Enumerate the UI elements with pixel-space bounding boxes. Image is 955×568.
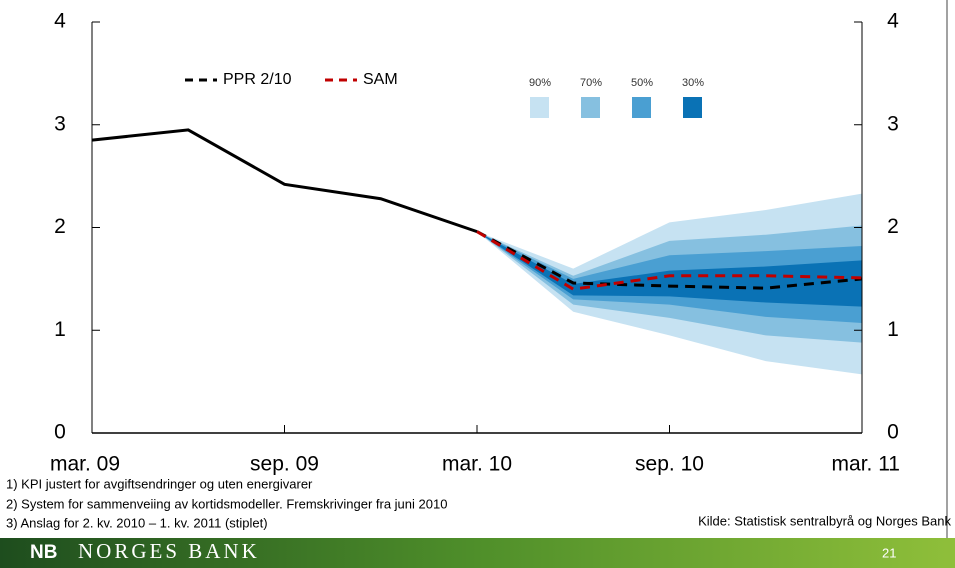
band-legend-swatch [530,97,549,118]
legend-label: SAM [363,71,398,88]
y-tick-label: 0 [54,421,66,444]
series-line [476,230,863,291]
band-legend-swatch [581,97,600,118]
y2-tick-label: 0 [887,421,899,444]
page-number: 21 [882,545,896,560]
band-legend-swatch [632,97,651,118]
x-tick-label: mar. 10 [442,453,512,476]
y2-tick-label: 4 [887,10,899,33]
y2-tick-label: 3 [887,112,899,135]
band-legend-label: 90% [529,77,551,89]
series-line [476,230,863,290]
y2-tick-label: 2 [887,215,899,238]
band-legend-label: 50% [631,77,653,89]
x-tick-label: sep. 10 [635,453,704,476]
footnote: 2) System for sammenveiing av kortidsmod… [6,496,447,511]
legend-label: PPR 2/10 [223,71,292,88]
source: Kilde: Statistisk sentralbyrå og Norges … [698,513,951,528]
y-tick-label: 2 [54,215,66,238]
y-tick-label: 3 [54,112,66,135]
x-tick-label: mar. 09 [50,453,120,476]
band-legend-label: 70% [580,77,602,89]
y2-tick-label: 1 [887,318,899,341]
footer-bar [0,538,955,568]
footnote: 3) Anslag for 2. kv. 2010 – 1. kv. 2011 … [6,515,268,530]
series-line [91,128,478,234]
y-tick-label: 1 [54,318,66,341]
footnote: 1) KPI justert for avgiftsendringer og u… [6,476,313,491]
plot: 90% 70% 50% 30% 0 1 2 3 4 0 1 2 3 4 mar. 09 sep. 09 mar.… [50,10,900,476]
logo: NB [30,542,57,563]
x-tick-label: mar. 11 [832,453,900,476]
x-tick-label: sep. 09 [250,453,319,476]
y-tick-label: 4 [54,10,66,33]
bank-name: NORGES BANK [78,539,260,563]
band-legend-swatch [683,97,702,118]
band-legend-label: 30% [682,77,704,89]
